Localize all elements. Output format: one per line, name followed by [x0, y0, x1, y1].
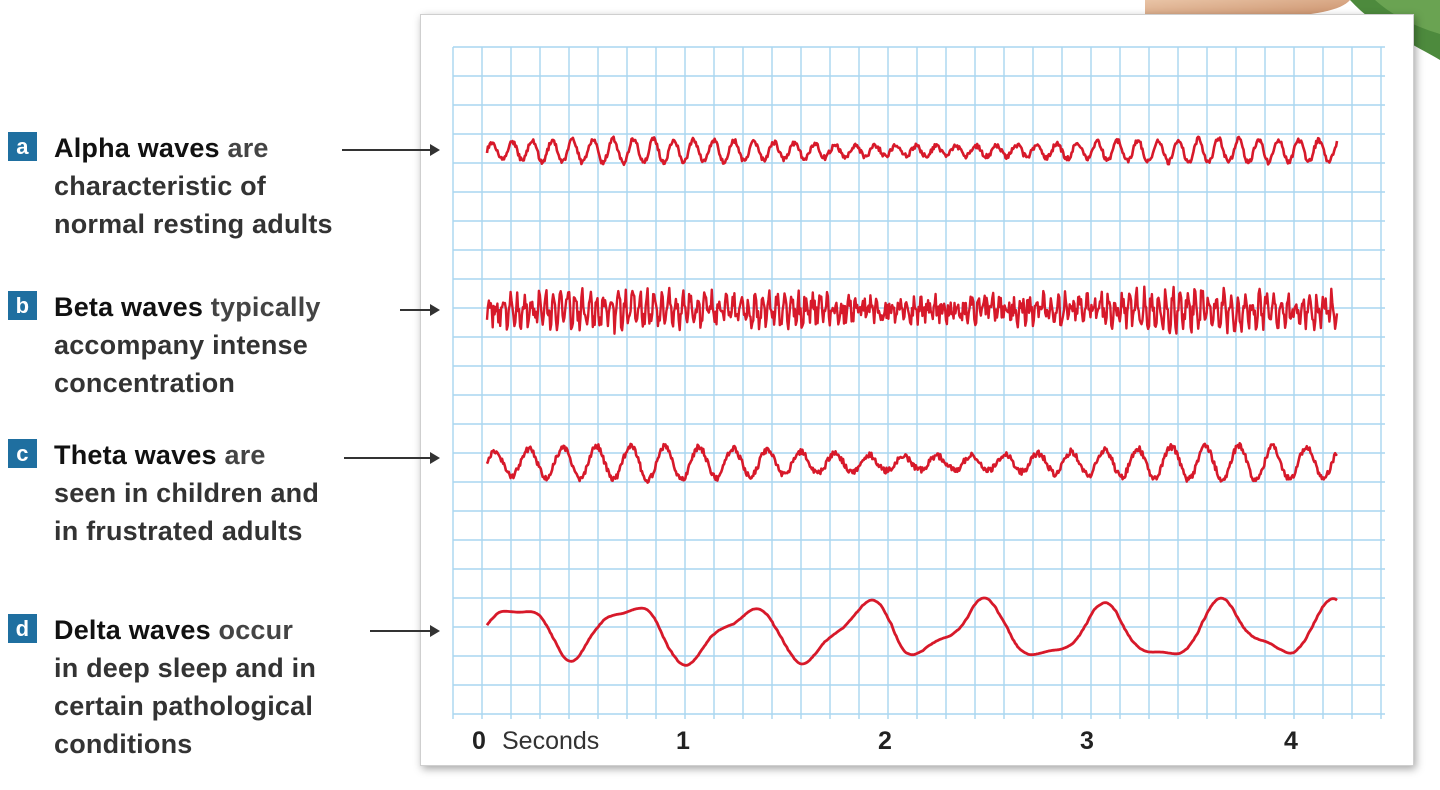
- alpha-desc-1: are: [227, 133, 269, 163]
- eeg-grid-panel: [420, 14, 1414, 766]
- beta-desc-1: typically: [210, 292, 321, 322]
- badge-d: d: [8, 614, 37, 643]
- theta-waves-name: Theta waves: [54, 440, 217, 470]
- delta-waves-name: Delta waves: [54, 615, 211, 645]
- axis-tick-3: 3: [1080, 727, 1094, 755]
- beta-desc-3: concentration: [54, 368, 236, 398]
- beta-waves-label: b Beta waves typically accompany intense …: [8, 288, 408, 402]
- theta-pointer-arrow: [344, 452, 440, 464]
- alpha-desc-3: normal resting adults: [54, 209, 333, 239]
- alpha-pointer-arrow: [342, 144, 440, 156]
- theta-label-line-1: c Theta waves are: [8, 436, 408, 474]
- alpha-waves-label: a Alpha waves are characteristic of norma…: [8, 129, 408, 243]
- axis-tick-4: 4: [1284, 727, 1298, 755]
- eeg-grid: [452, 46, 1385, 719]
- theta-desc-2: seen in children and: [54, 478, 320, 508]
- beta-desc-2: accompany intense: [54, 330, 308, 360]
- delta-wave-trace: [485, 596, 1338, 667]
- axis-zero-label: 0: [472, 727, 486, 755]
- axis-tick-2: 2: [878, 727, 892, 755]
- axis-tick-1: 1: [676, 727, 690, 755]
- delta-desc-2: in deep sleep and in: [54, 653, 317, 683]
- theta-desc-3: in frustrated adults: [54, 516, 303, 546]
- delta-pointer-arrow: [370, 625, 440, 637]
- theta-waves-label: c Theta waves are seen in children and in…: [8, 436, 408, 550]
- alpha-wave-trace: [485, 135, 1339, 167]
- alpha-label-line-1: a Alpha waves are: [8, 129, 408, 167]
- delta-desc-4: conditions: [54, 729, 193, 759]
- theta-wave-trace: [485, 442, 1338, 484]
- badge-a: a: [8, 132, 37, 161]
- delta-label-line-1: d Delta waves occur: [8, 611, 408, 649]
- badge-c: c: [8, 439, 37, 468]
- beta-pointer-arrow: [400, 304, 440, 316]
- grid-lines: [452, 46, 1385, 719]
- alpha-desc-2: characteristic of: [54, 171, 266, 201]
- delta-waves-label: d Delta waves occur in deep sleep and in …: [8, 611, 408, 763]
- badge-b: b: [8, 291, 37, 320]
- alpha-waves-name: Alpha waves: [54, 133, 220, 163]
- beta-waves-name: Beta waves: [54, 292, 204, 322]
- beta-wave-trace: [485, 285, 1339, 335]
- delta-desc-3: certain pathological: [54, 691, 314, 721]
- delta-desc-1: occur: [218, 615, 294, 645]
- theta-desc-1: are: [224, 440, 266, 470]
- axis-unit-label: Seconds: [502, 727, 600, 755]
- beta-label-line-1: b Beta waves typically: [8, 288, 408, 326]
